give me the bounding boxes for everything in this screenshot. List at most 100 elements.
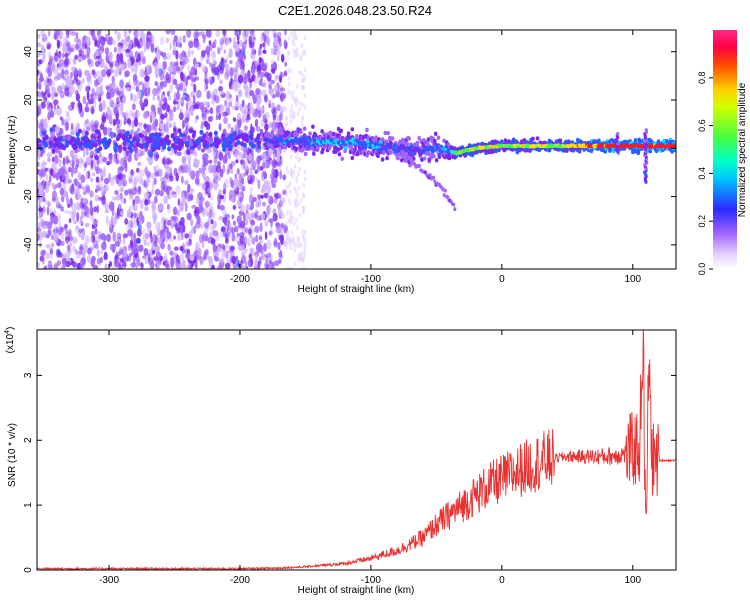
heatmap-noise-cell	[160, 51, 163, 56]
heatmap-noise-cell	[101, 185, 107, 195]
heatmap-noise-cell	[99, 124, 105, 131]
heatmap-noise-cell	[291, 216, 295, 222]
heatmap-noise-cell	[200, 105, 205, 113]
heatmap-noise-cell	[285, 116, 288, 122]
heatmap-ridge-halo	[436, 135, 441, 140]
heatmap-band-cell	[244, 137, 249, 143]
heatmap-noise-cell	[137, 149, 142, 154]
heatmap-ridge-halo	[336, 147, 341, 152]
heatmap-noise-cell	[259, 128, 264, 136]
heatmap-noise-cell	[262, 49, 267, 54]
heatmap-noise-cell	[76, 158, 80, 167]
heatmap-noise-cell	[100, 249, 103, 255]
heatmap-noise-cell	[46, 100, 50, 110]
heatmap-band-cell	[221, 133, 226, 139]
heatmap-noise-cell	[139, 169, 145, 177]
heatmap-noise-cell	[204, 249, 209, 256]
heatmap-noise-cell	[160, 113, 166, 120]
heatmap-noise-cell	[90, 159, 94, 169]
heatmap-noise-cell	[77, 38, 82, 49]
heatmap-noise-cell	[228, 101, 233, 108]
heatmap-noise-cell	[53, 209, 57, 216]
heatmap-noise-cell	[131, 119, 135, 130]
heatmap-noise-cell	[98, 151, 102, 158]
heatmap-noise-cell	[42, 34, 48, 42]
heatmap-noise-cell	[290, 220, 293, 226]
heatmap-noise-cell	[256, 108, 263, 118]
heatmap-noise-cell	[47, 93, 51, 98]
heatmap-noise-cell	[137, 238, 141, 244]
heatmap-noise-cell	[106, 39, 110, 45]
heatmap-band-cell	[86, 143, 90, 149]
heatmap-noise-cell	[256, 163, 260, 173]
heatmap-ridge-core	[279, 136, 283, 140]
heatmap-noise-cell	[288, 189, 292, 195]
heatmap-noise-cell	[262, 114, 267, 123]
heatmap-noise-cell	[138, 244, 144, 252]
heatmap-noise-cell	[98, 196, 104, 201]
heatmap-noise-cell	[287, 183, 291, 189]
heatmap-streak-cell	[616, 132, 620, 136]
heatmap-noise-cell	[89, 200, 93, 208]
heatmap-noise-cell	[212, 220, 217, 229]
heatmap-ridge-halo	[389, 150, 393, 155]
heatmap-ridge-core	[410, 144, 414, 148]
spectrogram-ytick-label: -40	[23, 237, 34, 252]
heatmap-noise-cell	[203, 101, 209, 107]
heatmap-noise-cell	[159, 71, 165, 81]
heatmap-noise-cell	[56, 63, 60, 68]
heatmap-band-cell	[257, 144, 261, 150]
heatmap-noise-cell	[152, 95, 156, 101]
heatmap-band-cell	[103, 138, 108, 144]
heatmap-branch-cell	[407, 160, 411, 165]
heatmap-band-cell	[122, 146, 127, 152]
heatmap-noise-cell	[289, 245, 293, 251]
heatmap-noise-cell	[164, 112, 168, 119]
heatmap-noise-cell	[44, 36, 48, 43]
heatmap-noise-cell	[259, 71, 265, 78]
heatmap-band-cell	[148, 133, 153, 139]
heatmap-noise-cell	[240, 244, 245, 252]
heatmap-noise-cell	[241, 251, 246, 257]
heatmap-noise-cell	[213, 88, 219, 96]
heatmap-noise-cell	[256, 263, 260, 269]
heatmap-noise-cell	[251, 47, 255, 55]
heatmap-ridge-halo	[522, 138, 527, 143]
heatmap-band-cell	[222, 146, 227, 152]
heatmap-noise-cell	[165, 72, 170, 81]
heatmap-ridge-core	[272, 136, 277, 140]
heatmap-noise-cell	[259, 43, 263, 49]
heatmap-noise-cell	[298, 100, 301, 106]
heatmap-noise-cell	[143, 248, 149, 256]
heatmap-noise-cell	[274, 193, 280, 200]
heatmap-noise-cell	[43, 220, 49, 226]
heatmap-noise-cell	[90, 230, 95, 237]
heatmap-noise-cell	[279, 249, 283, 259]
heatmap-noise-cell	[303, 245, 307, 251]
heatmap-ridge-halo	[429, 155, 433, 160]
heatmap-band-cell	[126, 137, 131, 143]
heatmap-branch-cell	[396, 156, 400, 161]
heatmap-noise-cell	[255, 88, 260, 96]
heatmap-noise-cell	[184, 110, 188, 118]
heatmap-noise-cell	[176, 209, 180, 216]
heatmap-noise-cell	[287, 49, 291, 55]
heatmap-noise-cell	[197, 250, 203, 256]
heatmap-band-cell	[174, 145, 179, 150]
heatmap-noise-cell	[236, 186, 239, 196]
heatmap-noise-cell	[172, 193, 177, 198]
heatmap-noise-cell	[47, 260, 53, 269]
heatmap-noise-cell	[144, 75, 150, 82]
heatmap-noise-cell	[140, 50, 144, 60]
heatmap-noise-cell	[302, 182, 306, 188]
heatmap-noise-cell	[251, 126, 255, 133]
heatmap-noise-cell	[116, 31, 121, 41]
heatmap-noise-cell	[127, 228, 133, 237]
heatmap-noise-cell	[131, 248, 135, 255]
heatmap-noise-cell	[48, 30, 51, 37]
heatmap-noise-cell	[91, 255, 96, 263]
heatmap-noise-cell	[269, 89, 274, 96]
heatmap-noise-cell	[289, 171, 293, 177]
heatmap-noise-cell	[242, 31, 245, 37]
heatmap-noise-cell	[225, 250, 229, 259]
